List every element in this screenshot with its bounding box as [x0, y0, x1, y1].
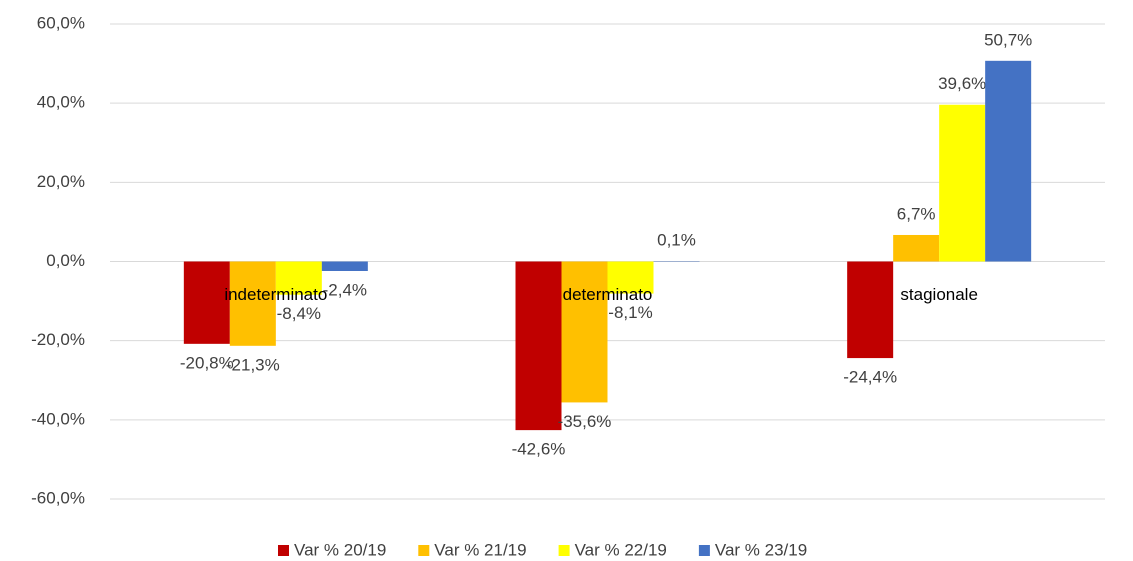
- bar: [275, 261, 322, 295]
- y-tick-label: 60,0%: [37, 13, 85, 32]
- data-label: 50,7%: [984, 30, 1032, 49]
- y-tick-label: 40,0%: [37, 93, 85, 112]
- legend-label: Var % 22/19: [575, 540, 667, 559]
- category-label: indeterminato: [224, 285, 327, 304]
- bar: [985, 60, 1032, 262]
- bar: [321, 261, 368, 271]
- bar: [939, 104, 986, 262]
- data-label: -8,1%: [608, 303, 652, 322]
- data-label: -8,4%: [277, 304, 321, 323]
- bar: [847, 261, 894, 359]
- legend-swatch: [418, 545, 430, 556]
- bar: [183, 261, 230, 344]
- legend-swatch: [278, 545, 289, 556]
- y-tick-label: -20,0%: [31, 330, 85, 349]
- category-label: stagionale: [900, 285, 978, 304]
- legend-label: Var % 20/19: [294, 540, 386, 559]
- data-label: -42,6%: [512, 440, 566, 459]
- legend-swatch: [558, 545, 570, 556]
- data-label: -20,8%: [180, 353, 234, 372]
- y-tick-label: 0,0%: [46, 251, 85, 270]
- bar: [607, 261, 654, 294]
- bar: [893, 234, 940, 262]
- y-tick-label: -60,0%: [31, 488, 85, 507]
- data-label: 6,7%: [897, 204, 936, 223]
- bar: [515, 261, 562, 431]
- legend-label: Var % 23/19: [715, 540, 807, 559]
- data-label: -21,3%: [226, 355, 280, 374]
- data-label: 0,1%: [657, 231, 696, 250]
- y-tick-label: 20,0%: [37, 172, 85, 191]
- bar: [229, 261, 276, 346]
- legend-label: Var % 21/19: [434, 540, 526, 559]
- data-label: -24,4%: [843, 368, 897, 387]
- data-label: -35,6%: [558, 412, 612, 431]
- bar: [561, 261, 608, 403]
- data-label: -2,4%: [323, 280, 367, 299]
- legend-swatch: [698, 545, 710, 556]
- y-tick-label: -40,0%: [31, 409, 85, 428]
- data-label: 39,6%: [938, 74, 986, 93]
- category-label: determinato: [563, 285, 653, 304]
